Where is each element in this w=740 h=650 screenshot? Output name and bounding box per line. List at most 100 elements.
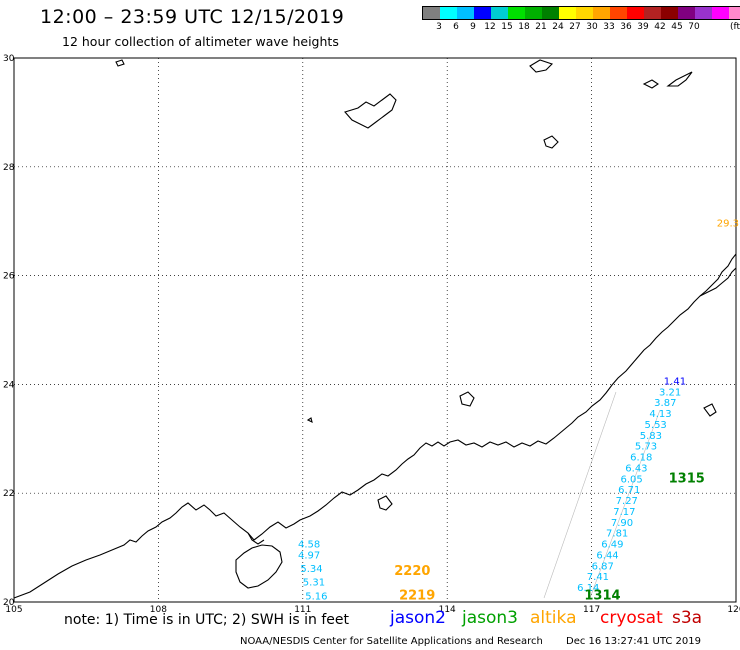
wave-height-labels: 6.147.416.876.446.497.817.907.177.276.71… <box>298 219 739 603</box>
color-scale-cell <box>661 7 678 19</box>
island-top-left <box>115 59 125 67</box>
color-scale-cell <box>610 7 627 19</box>
lon-tick-label: 117 <box>583 605 600 615</box>
wave-height-value: 1.41 <box>664 376 686 387</box>
track-id-label: 2219 <box>399 588 435 603</box>
color-scale-tick-label: 33 <box>603 22 615 32</box>
island-north <box>529 59 554 73</box>
color-scale-cell <box>729 7 740 19</box>
legend-jason3: jason3 <box>462 608 518 628</box>
wave-height-value: 6.49 <box>601 540 623 551</box>
color-scale-cell <box>678 7 695 19</box>
color-scale-ticks: 3 6 9 12 15 18 21 24 27 30 33 36 39 42 45 70 <box>422 20 740 34</box>
island-nw <box>344 93 397 129</box>
wave-height-value: 6.44 <box>596 550 618 561</box>
color-scale-cell <box>644 7 661 19</box>
wave-height-value: 5.53 <box>645 420 667 431</box>
wave-height-value: 5.31 <box>303 578 325 589</box>
coastline-mainland <box>13 253 737 599</box>
credit-line: NOAA/NESDIS Center for Satellite Applica… <box>240 636 543 647</box>
lat-tick-label: 28 <box>3 163 15 173</box>
track-id-label: 2220 <box>394 564 430 579</box>
wave-height-value: 7.90 <box>611 518 633 529</box>
color-scale-cell <box>423 7 440 19</box>
color-scale-cell <box>627 7 644 19</box>
color-scale-tick-label: 12 <box>484 22 496 32</box>
track-id-label: 1314 <box>584 588 620 603</box>
color-scale-cell <box>593 7 610 19</box>
wave-height-value: 6.18 <box>630 453 652 464</box>
color-scale-tick-label: 21 <box>535 22 547 32</box>
wave-height-value: 5.16 <box>305 591 327 602</box>
wave-height-value: 4.97 <box>298 550 320 561</box>
lon-tick-label: 105 <box>5 605 22 615</box>
wave-height-value: 29.3 <box>717 219 739 230</box>
wave-height-value: 5.73 <box>635 442 657 453</box>
lon-tick-label: 108 <box>150 605 167 615</box>
wave-height-value: 7.17 <box>613 507 635 518</box>
color-scale-tick-label: 9 <box>470 22 476 32</box>
color-scale-cell <box>525 7 542 19</box>
wave-height-value: 5.34 <box>300 564 322 575</box>
color-scale-cell <box>542 7 559 19</box>
wave-height-value: 6.87 <box>592 561 614 572</box>
color-scale-tick-label: 30 <box>586 22 598 32</box>
color-scale-tick-label: 24 <box>552 22 564 32</box>
island-central <box>459 391 475 407</box>
color-scale-tick-label: 45 <box>671 22 683 32</box>
wave-height-value: 7.81 <box>606 529 628 540</box>
legend-cryosat: cryosat <box>600 608 663 628</box>
lat-tick-label: 26 <box>3 272 15 282</box>
wave-height-value: 4.58 <box>298 540 320 551</box>
page-subtitle: 12 hour collection of altimeter wave hei… <box>62 34 339 49</box>
coastline <box>13 59 737 599</box>
island-east <box>703 403 717 417</box>
color-scale-cell <box>508 7 525 19</box>
lat-tick-label: 22 <box>3 489 14 499</box>
lat-tick-label: 30 <box>3 54 15 64</box>
color-scale-cell <box>440 7 457 19</box>
ground-tracks <box>543 391 661 599</box>
color-scale-tick-label: 39 <box>637 22 649 32</box>
wave-height-value: 7.41 <box>587 572 609 583</box>
footer-note: note: 1) Time is in UTC; 2) SWH is in fe… <box>64 612 350 628</box>
track-line-1314 <box>543 391 617 599</box>
lat-tick-label: 24 <box>3 380 15 390</box>
leizhou-peninsula <box>247 532 265 545</box>
color-scale-cell <box>457 7 474 19</box>
color-scale-tick-label: 70 <box>688 22 700 32</box>
wave-height-value: 3.87 <box>654 398 676 409</box>
legend-altika: altika <box>530 608 577 628</box>
page-title: 12:00 – 23:59 UTC 12/15/2019 <box>40 6 345 28</box>
color-scale-tick-label: 18 <box>518 22 530 32</box>
lon-tick-label: 111 <box>294 605 311 615</box>
color-scale-tick-label: 3 <box>436 22 442 32</box>
island-south-coast <box>377 495 393 511</box>
color-scale-cells <box>422 6 740 20</box>
legend-jason2: jason2 <box>390 608 446 628</box>
legend-s3a: s3a <box>672 608 703 628</box>
wave-height-value: 6.71 <box>618 485 640 496</box>
island-ne-2 <box>642 79 659 89</box>
wave-height-value: 6.14 <box>577 583 599 594</box>
track-id-labels: 2220 2219 1315 1314 <box>394 471 705 603</box>
wave-height-value: 5.83 <box>640 431 662 442</box>
island-tiny <box>306 417 313 424</box>
color-scale-tick-label: 27 <box>569 22 581 32</box>
lat-tick-label: 20 <box>3 598 15 608</box>
hainan-island <box>235 544 283 589</box>
color-scale-cell <box>712 7 729 19</box>
coastline-east-shore <box>699 267 737 297</box>
track-id-label: 1315 <box>669 471 705 486</box>
map-grid <box>13 57 737 603</box>
wave-height-value: 6.43 <box>625 463 647 474</box>
lon-tick-label: 120 <box>727 605 740 615</box>
color-scale-tick-label: 15 <box>501 22 513 32</box>
color-scale-unit: (ft) <box>730 22 740 32</box>
wave-height-value: 6.05 <box>620 474 642 485</box>
wave-height-value: 7.27 <box>616 496 638 507</box>
color-scale-cell <box>559 7 576 19</box>
color-scale-tick-label: 36 <box>620 22 632 32</box>
wave-height-value: 4.13 <box>649 409 671 420</box>
